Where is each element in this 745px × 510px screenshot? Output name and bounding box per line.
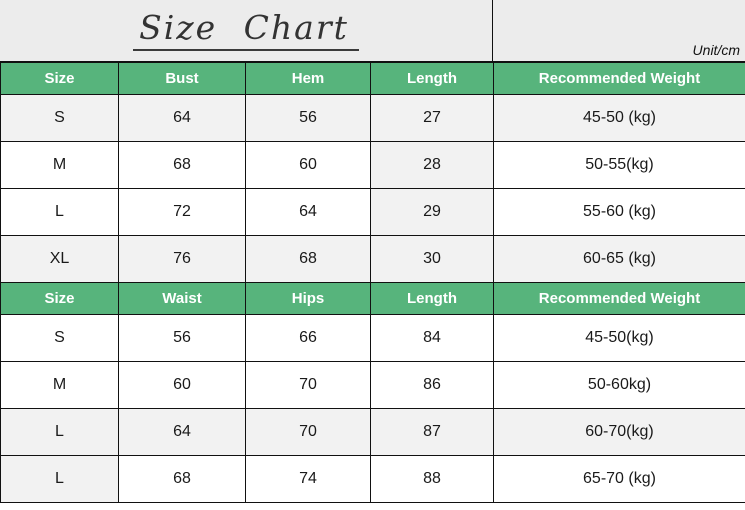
table-cell: 45-50 (kg) <box>493 94 745 142</box>
column-header: Recommended Weight <box>493 282 745 315</box>
table-cell: XL <box>0 235 119 283</box>
table-cell: 60 <box>118 361 246 409</box>
column-header: Size <box>0 62 119 95</box>
column-header: Size <box>0 282 119 315</box>
table-cell: 68 <box>245 235 371 283</box>
table-cell: 86 <box>370 361 494 409</box>
table-cell: 29 <box>370 188 494 236</box>
table-cell: 68 <box>118 141 246 189</box>
title-area: Size Chart <box>0 0 493 61</box>
page-title: Size Chart <box>133 9 359 52</box>
table-cell: M <box>0 361 119 409</box>
unit-area: Unit/cm <box>493 0 745 61</box>
table-row: L 68 74 88 65-70 (kg) <box>0 455 745 503</box>
table-cell: L <box>0 188 119 236</box>
table-cell: M <box>0 141 119 189</box>
table-row: M 60 70 86 50-60kg) <box>0 361 745 409</box>
title-band: Size Chart Unit/cm <box>0 0 745 62</box>
table-cell: 66 <box>245 314 371 362</box>
table-cell: L <box>0 455 119 503</box>
table-cell: 27 <box>370 94 494 142</box>
table-cell: 56 <box>245 94 371 142</box>
table-cell: 70 <box>245 408 371 456</box>
table-cell: 65-70 (kg) <box>493 455 745 503</box>
column-header: Length <box>370 282 494 315</box>
table-row: S 64 56 27 45-50 (kg) <box>0 94 745 142</box>
table-row: L 72 64 29 55-60 (kg) <box>0 188 745 236</box>
table-cell: 64 <box>118 408 246 456</box>
table-cell: S <box>0 94 119 142</box>
table-row: S 56 66 84 45-50(kg) <box>0 314 745 362</box>
table-cell: 68 <box>118 455 246 503</box>
table-cell: 60-70(kg) <box>493 408 745 456</box>
table-cell: 55-60 (kg) <box>493 188 745 236</box>
header-row: Size Bust Hem Length Recommended Weight <box>0 62 745 95</box>
column-header: Waist <box>118 282 246 315</box>
size-table: Size Bust Hem Length Recommended Weight S 64 56… <box>0 62 745 503</box>
table-cell: 50-55(kg) <box>493 141 745 189</box>
column-header: Bust <box>118 62 246 95</box>
table-row: L 64 70 87 60-70(kg) <box>0 408 745 456</box>
size-table-body: Size Bust Hem Length Recommended Weight S 64 56… <box>0 62 745 503</box>
header-row: Size Waist Hips Length Recommended Weight <box>0 282 745 315</box>
table-cell: S <box>0 314 119 362</box>
table-cell: 30 <box>370 235 494 283</box>
table-cell: 60-65 (kg) <box>493 235 745 283</box>
table-cell: 60 <box>245 141 371 189</box>
table-cell: 56 <box>118 314 246 362</box>
table-row: XL 76 68 30 60-65 (kg) <box>0 235 745 283</box>
column-header: Hem <box>245 62 371 95</box>
column-header: Hips <box>245 282 371 315</box>
table-cell: 64 <box>245 188 371 236</box>
table-cell: 28 <box>370 141 494 189</box>
table-cell: 72 <box>118 188 246 236</box>
table-cell: 87 <box>370 408 494 456</box>
table-row: M 68 60 28 50-55(kg) <box>0 141 745 189</box>
table-cell: L <box>0 408 119 456</box>
table-cell: 70 <box>245 361 371 409</box>
column-header: Length <box>370 62 494 95</box>
table-cell: 64 <box>118 94 246 142</box>
column-header: Recommended Weight <box>493 62 745 95</box>
table-cell: 74 <box>245 455 371 503</box>
table-cell: 76 <box>118 235 246 283</box>
table-cell: 50-60kg) <box>493 361 745 409</box>
table-cell: 88 <box>370 455 494 503</box>
table-cell: 84 <box>370 314 494 362</box>
table-cell: 45-50(kg) <box>493 314 745 362</box>
unit-label: Unit/cm <box>692 42 740 58</box>
